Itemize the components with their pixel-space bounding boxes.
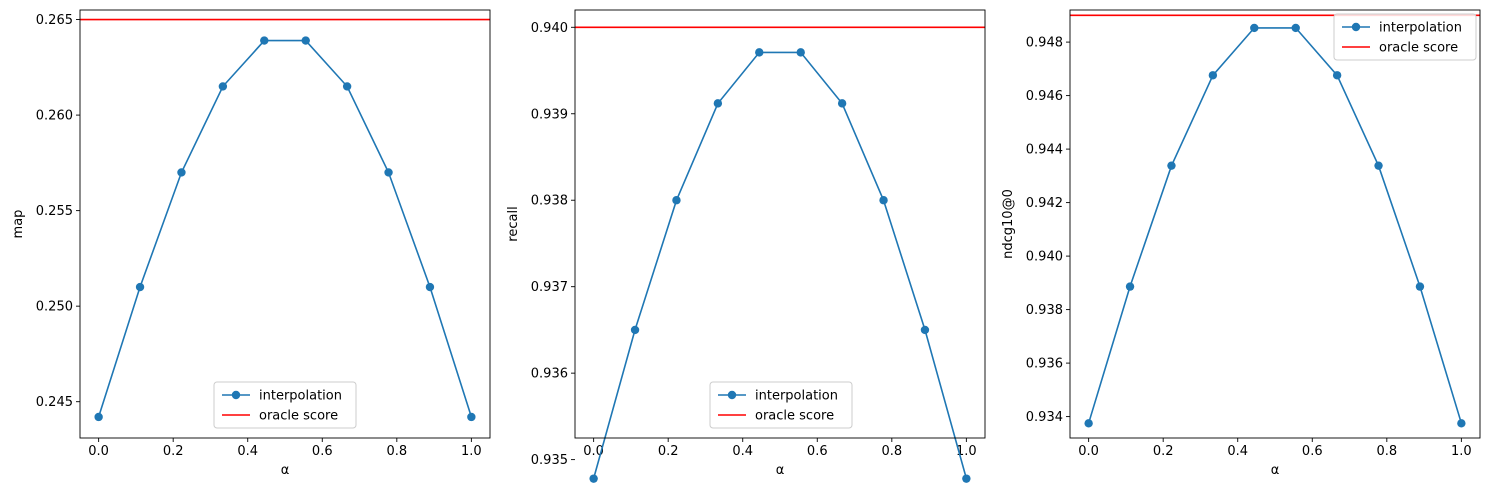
data-point xyxy=(755,48,764,57)
y-axis-label: ndcg10@0 xyxy=(1001,189,1016,259)
x-tick-label: 0.8 xyxy=(1376,444,1397,459)
data-point xyxy=(218,82,228,91)
legend-interpolation-label: interpolation xyxy=(1379,21,1462,36)
x-tick-label: 0.6 xyxy=(312,444,333,459)
x-tick-label: 0.2 xyxy=(163,444,184,459)
y-tick-label: 0.940 xyxy=(1026,250,1063,265)
x-tick-label: 0.2 xyxy=(658,444,679,459)
data-point xyxy=(1374,161,1383,170)
data-point xyxy=(1415,282,1425,291)
data-point xyxy=(920,325,930,335)
legend-oracle-label: oracle score xyxy=(259,409,338,424)
plot-frame xyxy=(79,9,491,439)
interpolation-line xyxy=(97,39,473,418)
data-point xyxy=(589,474,598,483)
y-tick-label: 0.944 xyxy=(1026,143,1063,158)
x-tick-label: 0.6 xyxy=(807,444,828,459)
data-point xyxy=(467,412,476,422)
chart-panel-1: 0.0 0.2 0.4 0.6 0.8 1.0 0.245 0.250 0.255 0.260 0.… xyxy=(11,9,491,478)
data-point xyxy=(384,168,393,177)
x-axis-label: α xyxy=(281,463,290,478)
data-point xyxy=(1167,161,1176,170)
x-tick-label: 0.0 xyxy=(1078,444,1099,459)
data-point xyxy=(1332,71,1342,80)
x-axis-label: α xyxy=(776,463,785,478)
data-point xyxy=(1457,419,1466,428)
y-tick-label: 0.245 xyxy=(36,395,73,410)
y-tick-label: 0.935 xyxy=(531,453,568,468)
legend-oracle-label: oracle score xyxy=(1379,41,1458,56)
data-point xyxy=(260,36,269,45)
chart-panel-2: 0.0 0.2 0.4 0.6 0.8 1.0 0.935 0.936 0.937 0.938 0.… xyxy=(506,9,986,483)
data-point xyxy=(962,474,971,483)
legend: interpolation oracle score xyxy=(213,381,357,429)
x-tick-label: 0.6 xyxy=(1302,444,1323,459)
data-point xyxy=(1084,419,1093,428)
data-point xyxy=(94,412,103,422)
data-point xyxy=(796,48,805,57)
x-tick-label: 1.0 xyxy=(461,444,482,459)
data-point xyxy=(672,196,681,205)
data-point xyxy=(837,99,847,108)
legend: interpolation oracle score xyxy=(1333,13,1477,61)
data-point xyxy=(713,99,723,108)
interpolation-line xyxy=(592,51,968,479)
x-axis-label: α xyxy=(1271,463,1280,478)
y-tick-label: 0.937 xyxy=(531,280,568,295)
legend-box xyxy=(709,381,853,429)
data-point xyxy=(135,282,145,292)
y-tick-label: 0.250 xyxy=(36,300,73,315)
data-point xyxy=(177,168,186,177)
x-tick-label: 0.4 xyxy=(237,444,258,459)
y-tick-label: 0.936 xyxy=(531,367,568,382)
y-tick-label: 0.265 xyxy=(36,13,73,28)
data-point xyxy=(1250,23,1259,33)
y-tick-label: 0.255 xyxy=(36,204,73,219)
legend-interpolation-label: interpolation xyxy=(755,389,838,404)
y-tick-label: 0.260 xyxy=(36,109,73,124)
data-point xyxy=(301,36,310,45)
plot-frame xyxy=(1069,9,1481,439)
x-tick-label: 1.0 xyxy=(1451,444,1472,459)
y-tick-label: 0.948 xyxy=(1026,36,1063,51)
plot-frame xyxy=(574,9,986,439)
data-point xyxy=(425,282,435,292)
y-tick-label: 0.938 xyxy=(1026,303,1063,318)
y-tick-label: 0.939 xyxy=(531,107,568,122)
y-tick-label: 0.936 xyxy=(1026,357,1063,372)
x-tick-label: 0.2 xyxy=(1153,444,1174,459)
legend-interpolation-marker xyxy=(231,390,241,400)
legend-box xyxy=(1333,13,1477,61)
data-point xyxy=(342,82,352,91)
x-tick-label: 0.4 xyxy=(1227,444,1248,459)
y-tick-label: 0.934 xyxy=(1026,410,1063,425)
legend-interpolation-marker xyxy=(1351,22,1361,32)
chart-panel-3: 0.0 0.2 0.4 0.6 0.8 1.0 0.934 0.936 0.938 0.940 0.… xyxy=(1001,9,1481,478)
legend-box xyxy=(213,381,357,429)
y-axis-label: map xyxy=(11,210,26,239)
legend-interpolation-marker xyxy=(727,390,737,400)
x-tick-label: 0.8 xyxy=(881,444,902,459)
interpolation-line xyxy=(1087,27,1463,424)
x-tick-label: 0.0 xyxy=(88,444,109,459)
y-tick-label: 0.946 xyxy=(1026,89,1063,104)
x-tick-label: 0.0 xyxy=(583,444,604,459)
y-axis-label: recall xyxy=(506,206,521,241)
data-point xyxy=(1291,23,1300,33)
data-point xyxy=(630,325,640,335)
y-tick-label: 0.942 xyxy=(1026,196,1063,211)
x-tick-label: 1.0 xyxy=(956,444,977,459)
legend-interpolation-label: interpolation xyxy=(259,389,342,404)
legend: interpolation oracle score xyxy=(709,381,853,429)
x-tick-label: 0.4 xyxy=(732,444,753,459)
y-tick-label: 0.940 xyxy=(531,21,568,36)
legend-oracle-label: oracle score xyxy=(755,409,834,424)
data-point xyxy=(879,196,888,205)
data-point xyxy=(1208,71,1218,80)
x-tick-label: 0.8 xyxy=(386,444,407,459)
data-point xyxy=(1125,282,1135,291)
y-tick-label: 0.938 xyxy=(531,194,568,209)
